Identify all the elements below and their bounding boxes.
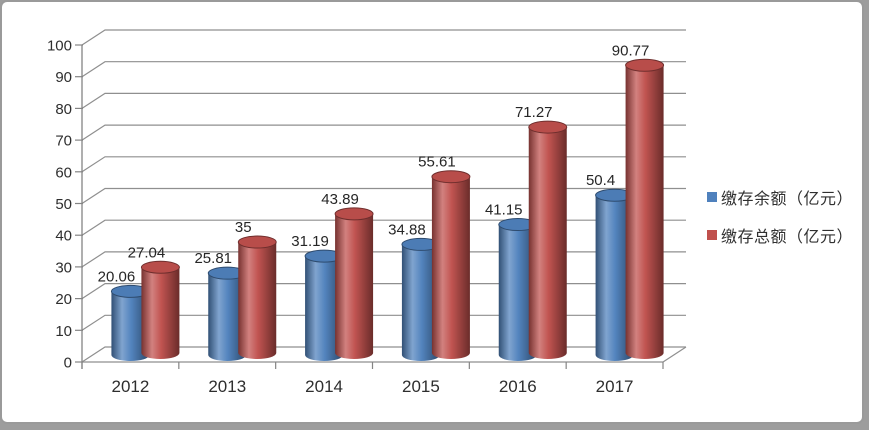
value-label: 43.89	[321, 191, 359, 208]
cylinder-bar-balance	[401, 244, 440, 361]
cylinder-bar-total	[141, 267, 180, 359]
cylinder-bar-balance	[595, 195, 634, 361]
value-label: 71.27	[515, 104, 553, 121]
value-label: 50.4	[586, 172, 615, 189]
legend-label-total: 缴存总额（亿元）	[721, 229, 854, 246]
legend-item-deposit-total[interactable]: 缴存总额（亿元）	[707, 223, 853, 247]
x-axis-label: 2015	[402, 377, 440, 396]
x-axis-label: 2013	[208, 377, 246, 396]
value-label: 35	[235, 219, 252, 236]
legend-swatch-balance-icon	[707, 192, 717, 202]
y-tick-label: 60	[55, 164, 72, 181]
gridline	[81, 283, 686, 300]
value-label: 90.77	[612, 42, 650, 59]
legend-label-balance: 缴存余额（亿元）	[721, 191, 854, 208]
gridline	[81, 92, 686, 109]
gridline	[81, 187, 686, 205]
cylinder-bar-total	[431, 176, 470, 359]
x-axis-label: 2014	[305, 377, 343, 396]
y-tick-label: 70	[55, 133, 72, 150]
y-tick-label: 90	[55, 69, 72, 86]
cylinder-bar-total	[528, 127, 567, 359]
cylinder-top	[625, 58, 665, 72]
gridline	[81, 61, 686, 78]
cylinder-top	[140, 260, 180, 274]
gridline	[81, 29, 686, 46]
cylinder-top	[237, 235, 277, 249]
y-tick-label: 80	[55, 101, 72, 118]
gridline	[81, 124, 686, 141]
gridline	[81, 251, 686, 268]
cylinder-bar-total	[238, 242, 277, 359]
cylinder-bar-balance	[305, 256, 344, 361]
y-tick-label: 40	[55, 228, 72, 245]
y-tick-label: 0	[64, 355, 72, 372]
value-label: 20.06	[98, 268, 136, 285]
cylinder-top	[528, 120, 568, 134]
chart-legend: 缴存余额（亿元） 缴存总额（亿元）	[707, 185, 853, 247]
x-axis-label: 2017	[596, 377, 634, 396]
cylinder-bar-balance	[208, 273, 247, 361]
cylinder-top	[334, 207, 374, 221]
y-tick-label: 10	[55, 323, 72, 340]
value-label: 25.81	[194, 250, 232, 267]
gridline	[81, 219, 686, 236]
cylinder-bar-total	[335, 213, 374, 359]
y-tick-label: 50	[55, 196, 72, 213]
value-label: 34.88	[388, 221, 426, 238]
x-axis-label: 2012	[112, 377, 150, 396]
cylinder-top	[431, 170, 471, 184]
legend-item-deposit-balance[interactable]: 缴存余额（亿元）	[707, 185, 853, 209]
cylinder-bar-balance	[498, 224, 537, 361]
gridline	[81, 156, 686, 173]
y-tick-label: 20	[55, 291, 72, 308]
value-label: 55.61	[418, 154, 456, 171]
gridline	[81, 346, 686, 363]
value-label: 31.19	[291, 233, 329, 250]
y-tick-label: 30	[55, 259, 72, 276]
legend-swatch-total-icon	[707, 230, 717, 240]
y-tick-label: 100	[47, 38, 72, 55]
x-axis-label: 2016	[499, 377, 537, 396]
cylinder-bar-balance	[111, 291, 150, 361]
value-label: 27.04	[128, 244, 166, 261]
cylinder-bar-total	[625, 65, 664, 360]
value-label: 41.15	[485, 202, 523, 219]
gridline	[81, 314, 686, 331]
